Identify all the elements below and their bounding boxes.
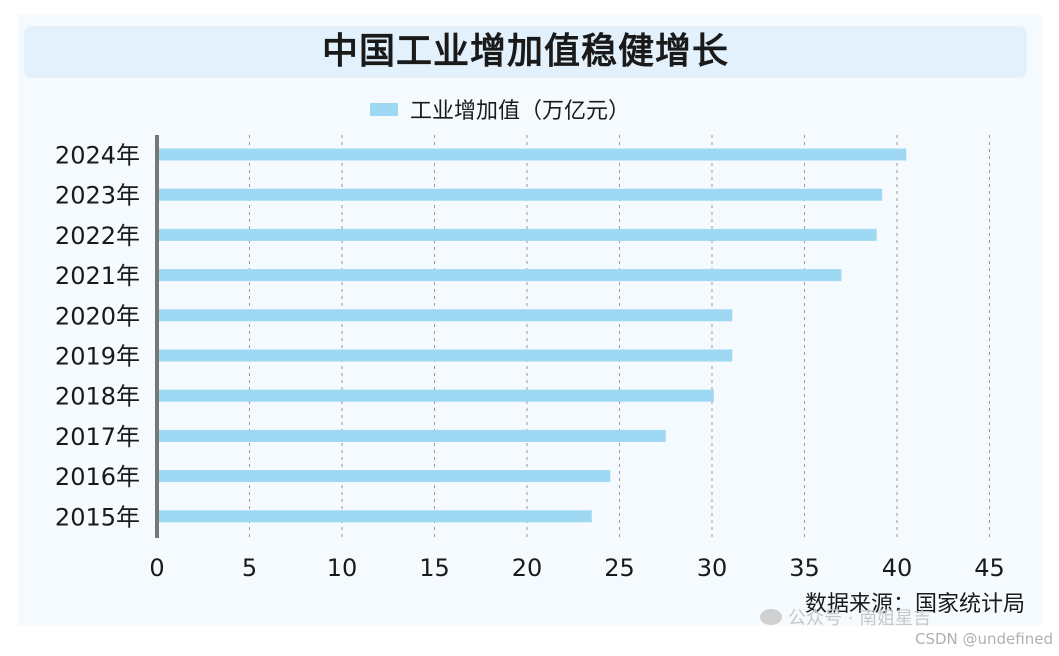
legend-swatch: [370, 102, 398, 116]
x-tick-label: 20: [512, 554, 543, 582]
category-label: 2015年: [55, 503, 140, 531]
bar: [157, 349, 733, 362]
x-tick-label: 40: [882, 554, 913, 582]
bar: [157, 188, 883, 201]
legend-label: 工业增加值（万亿元）: [410, 99, 631, 124]
bar: [157, 228, 877, 241]
x-tick-label: 25: [604, 554, 635, 582]
category-label: 2016年: [55, 463, 140, 491]
csdn-mark: CSDN @undefined: [914, 630, 1053, 648]
bar: [157, 470, 611, 483]
x-tick-label: 30: [697, 554, 728, 582]
watermark: 公众号 · 南姐星吉: [760, 604, 931, 630]
category-label: 2022年: [55, 222, 140, 250]
x-tick-label: 45: [974, 554, 1005, 582]
bar: [157, 148, 907, 161]
category-label: 2023年: [55, 182, 140, 210]
category-label: 2019年: [55, 343, 140, 371]
chart-title: 中国工业增加值稳健增长: [321, 31, 729, 72]
x-tick-label: 35: [789, 554, 820, 582]
x-tick-label: 0: [149, 554, 164, 582]
source-note: 数据来源：国家统计局: [804, 592, 1025, 617]
bar: [157, 389, 714, 402]
x-tick-label: 5: [242, 554, 257, 582]
category-label: 2024年: [55, 142, 140, 170]
x-tick-label: 15: [419, 554, 450, 582]
legend: 工业增加值（万亿元）: [370, 94, 630, 124]
bar: [157, 510, 592, 523]
category-label: 2020年: [55, 302, 140, 330]
watermark-text: 公众号 · 南姐星吉: [788, 608, 932, 629]
bar: [157, 309, 733, 322]
category-label: 2018年: [55, 383, 140, 411]
wechat-icon: [760, 609, 782, 625]
category-label: 2017年: [55, 423, 140, 451]
x-tick-label: 10: [327, 554, 358, 582]
title-band: [24, 26, 1027, 78]
bar: [157, 429, 666, 442]
category-label: 2021年: [55, 262, 140, 290]
bar: [157, 269, 842, 282]
